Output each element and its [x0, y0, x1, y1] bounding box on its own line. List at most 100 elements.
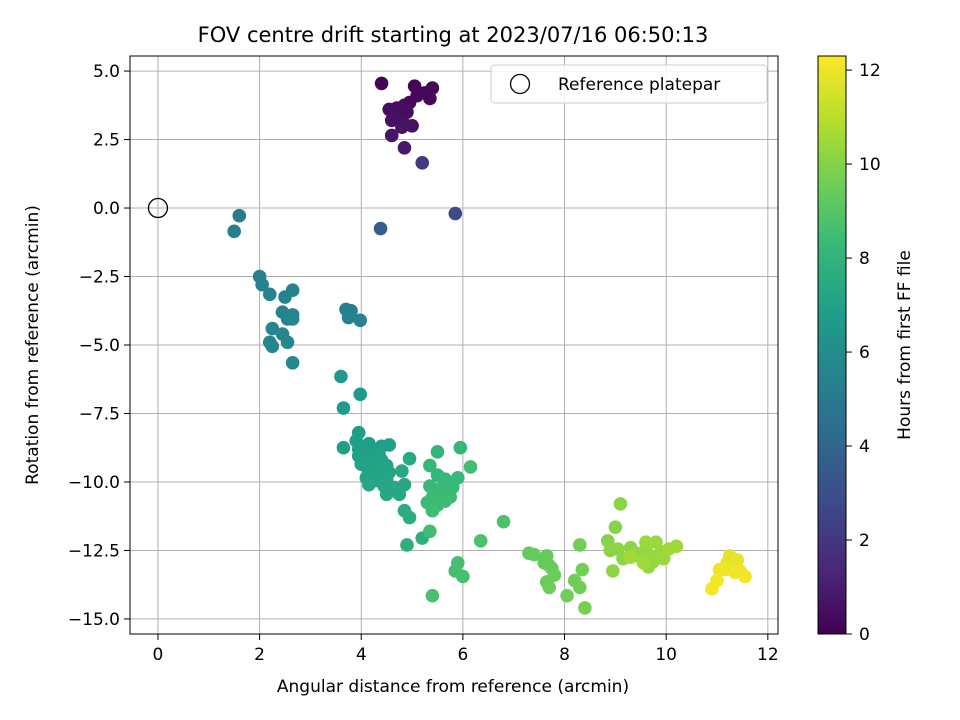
- x-tick-label: 6: [457, 645, 468, 665]
- data-point: [262, 287, 277, 302]
- legend-open-circle-icon: [509, 73, 531, 95]
- legend-entry-label: Reference platepar: [558, 75, 720, 95]
- data-point: [384, 128, 399, 143]
- colorbar-tick-label: 8: [859, 249, 870, 269]
- data-point: [341, 310, 356, 325]
- data-point: [336, 440, 351, 455]
- legend: Reference platepar: [490, 64, 768, 104]
- colorbar-tick-label: 0: [859, 625, 870, 645]
- data-point: [623, 550, 638, 565]
- data-point: [384, 113, 399, 128]
- data-point: [285, 312, 300, 326]
- x-axis-ticks: 0 2 4 6 8 10 12: [153, 634, 779, 665]
- y-axis-label: Rotation from reference (arcmin): [23, 205, 43, 485]
- colorbar-tick-label: 2: [859, 531, 870, 551]
- data-point: [278, 290, 292, 304]
- y-tick-label: −5.0: [79, 336, 120, 356]
- y-axis-ticks: 5.0 2.5 0.0 −2.5 −5.0 −7.5 −10.0 −12.5 −15.0: [68, 62, 130, 630]
- data-point: [395, 120, 409, 135]
- data-point: [392, 487, 407, 502]
- y-tick-label: −7.5: [79, 404, 120, 424]
- colorbar-tick-label: 12: [859, 61, 881, 81]
- data-point: [463, 460, 478, 474]
- data-point: [362, 477, 376, 492]
- data-point: [265, 339, 280, 354]
- x-tick-label: 12: [757, 645, 779, 665]
- data-point: [613, 497, 628, 511]
- colorbar-ticks: 0 2 4 6 8 10 12: [846, 61, 881, 645]
- data-point: [232, 208, 247, 223]
- x-axis-label: Angular distance from reference (arcmin): [277, 677, 629, 697]
- data-point: [453, 440, 468, 455]
- data-point: [451, 471, 465, 485]
- data-point: [423, 91, 437, 106]
- data-point: [405, 119, 419, 133]
- data-point: [572, 580, 587, 595]
- data-point: [572, 538, 587, 552]
- data-point: [373, 221, 388, 236]
- data-point: [527, 547, 541, 562]
- colorbar-tick-label: 4: [859, 437, 870, 457]
- colorbar: 0 2 4 6 8 10 12 Hours from first FF file: [817, 55, 915, 645]
- data-point: [227, 224, 241, 239]
- data-point: [578, 601, 592, 615]
- data-point: [606, 564, 620, 578]
- y-tick-label: −10.0: [68, 473, 120, 493]
- data-point: [608, 520, 623, 534]
- x-tick-label: 2: [254, 645, 265, 665]
- x-tick-label: 4: [356, 645, 367, 665]
- data-point: [334, 369, 348, 384]
- data-point: [425, 588, 440, 603]
- data-point: [423, 524, 437, 539]
- data-points: [227, 76, 752, 615]
- data-point: [353, 313, 368, 328]
- data-point: [438, 494, 452, 508]
- data-point: [285, 356, 300, 370]
- data-point: [669, 539, 684, 554]
- data-point: [415, 156, 430, 170]
- colorbar-tick-label: 10: [859, 155, 881, 175]
- data-point: [400, 538, 414, 552]
- data-point: [397, 140, 412, 155]
- data-point: [425, 503, 440, 518]
- data-point: [353, 387, 368, 402]
- data-point: [374, 76, 389, 91]
- y-tick-label: −12.5: [68, 541, 120, 561]
- data-point: [336, 401, 351, 415]
- data-point: [636, 555, 651, 570]
- data-point: [448, 206, 463, 221]
- y-tick-label: 5.0: [93, 62, 120, 82]
- data-point: [395, 464, 409, 478]
- data-point: [265, 321, 280, 336]
- colorbar-tick-label: 6: [859, 343, 870, 363]
- y-tick-label: 0.0: [93, 199, 120, 219]
- chart-title: FOV centre drift starting at 2023/07/16 …: [198, 23, 709, 47]
- data-point: [382, 438, 397, 452]
- data-point: [423, 458, 437, 473]
- y-tick-label: −15.0: [68, 610, 120, 630]
- data-point: [560, 588, 574, 603]
- x-tick-label: 8: [559, 645, 570, 665]
- data-point: [542, 580, 557, 595]
- data-point: [712, 562, 727, 577]
- data-point: [728, 565, 742, 580]
- data-point: [639, 535, 653, 550]
- data-point: [456, 569, 470, 584]
- data-point: [738, 569, 752, 584]
- data-point: [402, 451, 417, 466]
- colorbar-label: Hours from first FF file: [895, 250, 915, 440]
- colorbar-gradient-bar: [817, 55, 847, 635]
- y-tick-label: 2.5: [93, 131, 120, 151]
- data-point: [496, 514, 511, 529]
- x-tick-label: 10: [655, 645, 677, 665]
- data-point: [402, 510, 417, 525]
- x-tick-label: 0: [153, 645, 164, 665]
- data-point: [705, 582, 719, 596]
- reference-platepar-marker: [147, 197, 169, 219]
- data-point: [379, 487, 394, 502]
- data-point: [430, 445, 445, 459]
- data-point: [255, 277, 269, 292]
- y-tick-label: −2.5: [79, 268, 120, 288]
- legend-box: [490, 64, 768, 104]
